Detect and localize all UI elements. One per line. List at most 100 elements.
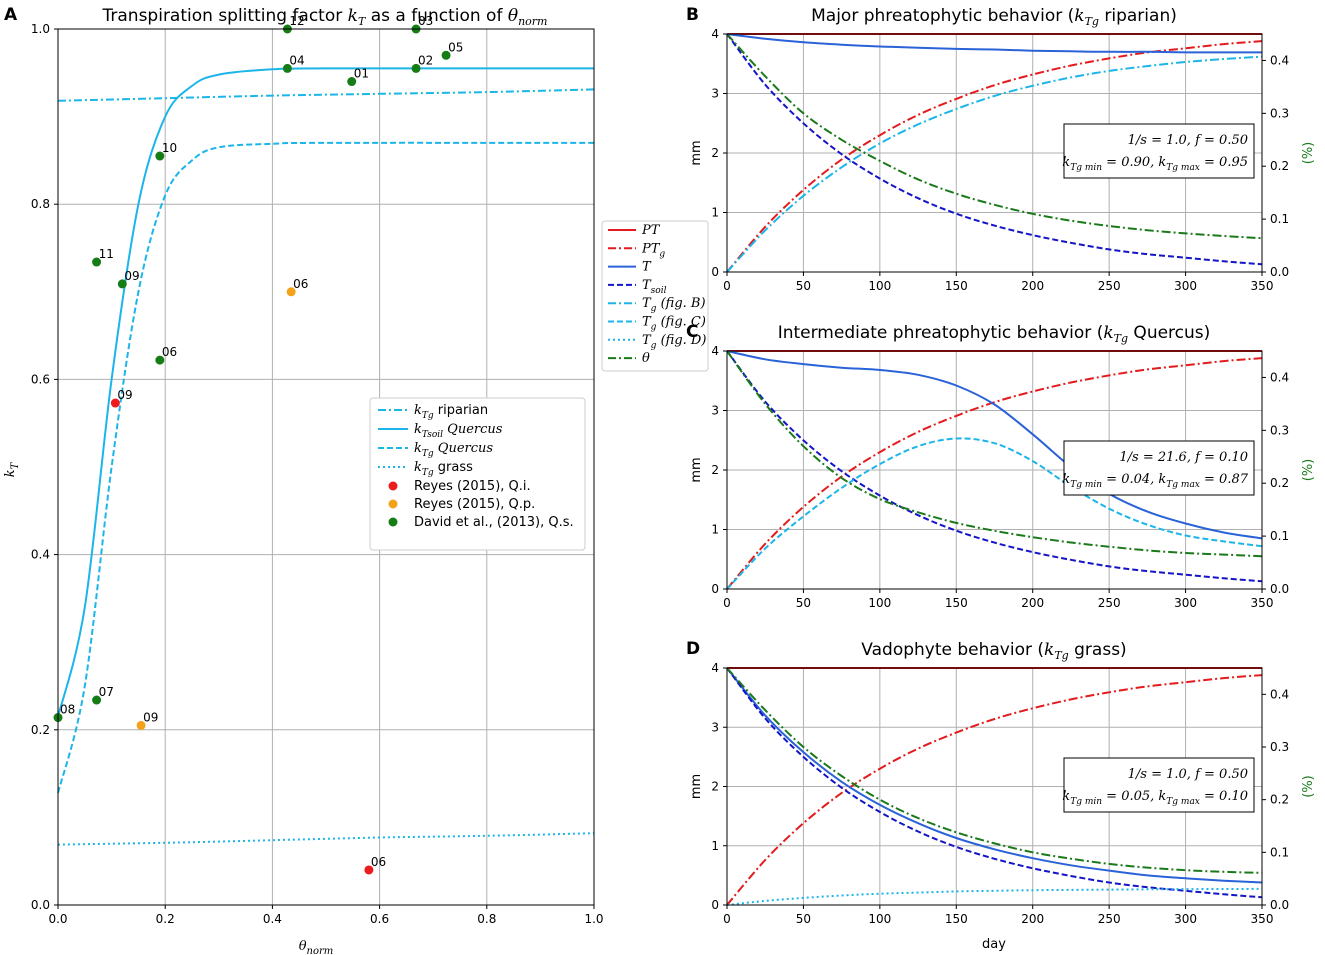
c-xtick-label: 100 — [868, 596, 891, 610]
a-point — [155, 355, 165, 365]
a-xtick-label: 1.0 — [584, 912, 603, 926]
b-ytick-label: 0 — [711, 265, 719, 279]
c-ytick-label: 4 — [711, 344, 719, 358]
d-series-t — [726, 667, 1263, 884]
panel-b-letter: B — [686, 5, 699, 25]
c-param-line2: kTg min = 0.04, kTg max = 0.87 — [1062, 472, 1248, 490]
legend-label-3: kTg grass — [414, 460, 473, 478]
d-ylabel: mm — [689, 774, 704, 799]
b-y2tick-label: 0.3 — [1270, 106, 1289, 120]
d-param-line2: kTg min = 0.05, kTg max = 0.10 — [1062, 789, 1248, 807]
b-ytick-label: 2 — [711, 146, 719, 160]
d-ytick-label: 2 — [711, 780, 719, 794]
a-point-label: 02 — [418, 53, 433, 67]
legend-marker-green — [388, 517, 398, 527]
a-point — [282, 63, 292, 73]
panel-a-points: 09 06 06 09 12 03 05 04 02 01 10 11 09 06 07 08 — [53, 14, 463, 875]
a-point — [92, 695, 102, 705]
c-xtick-label: 300 — [1174, 596, 1197, 610]
legend-label-2: kTg Quercus — [414, 441, 493, 459]
d-y2tick-label: 0.1 — [1270, 845, 1289, 859]
a-ytick-label: 0.2 — [31, 723, 50, 737]
panel-b-title: Major phreatophytic behavior (kTg ripari… — [811, 6, 1177, 28]
panel-a-letter: A — [4, 5, 18, 25]
panel-a: A Transpiration splitting factor kT as a… — [3, 5, 604, 955]
d-ytick-label: 3 — [711, 720, 719, 734]
legend-label-4: Reyes (2015), Q.i. — [414, 479, 531, 494]
c-y2tick-label: 0.4 — [1270, 370, 1289, 384]
a-curve-ktsoil-quercus — [57, 67, 595, 717]
a-point — [136, 720, 146, 730]
d-xtick-label: 50 — [796, 912, 811, 926]
d-xtick-label: 350 — [1251, 912, 1274, 926]
b-xtick-label: 0 — [723, 279, 731, 293]
c-xtick-label: 50 — [796, 596, 811, 610]
b-series-ptg — [726, 40, 1263, 273]
a-xtick-label: 0.8 — [477, 912, 496, 926]
a-point-label: 09 — [143, 710, 158, 724]
d-y2tick-label: 0.0 — [1270, 898, 1289, 912]
a-curve-ktg-quercus — [57, 141, 595, 794]
d-series-θ — [726, 667, 1263, 874]
a-point-label: 08 — [60, 703, 75, 717]
c-y2tick-label: 0.3 — [1270, 423, 1289, 437]
c-xtick-label: 250 — [1098, 596, 1121, 610]
mid-legend-label: T — [642, 260, 652, 275]
a-ytick-label: 1.0 — [31, 22, 50, 36]
panel-c: C Intermediate phreatophytic behavior (k… — [686, 322, 1316, 610]
c-xtick-label: 200 — [1021, 596, 1044, 610]
c-y2tick-label: 0.0 — [1270, 582, 1289, 596]
a-point-label: 05 — [448, 40, 463, 54]
a-point-label: 04 — [289, 53, 304, 67]
panel-d-letter: D — [686, 639, 700, 659]
a-point-label: 09 — [117, 388, 132, 402]
b-y2label: (%) — [1301, 142, 1316, 165]
c-y2tick-label: 0.2 — [1270, 476, 1289, 490]
d-y2tick-label: 0.3 — [1270, 740, 1289, 754]
b-xtick-label: 150 — [945, 279, 968, 293]
a-point-label: 10 — [162, 141, 177, 155]
d-xtick-label: 200 — [1021, 912, 1044, 926]
b-ytick-label: 4 — [711, 27, 719, 41]
mid-legend-label: PTg — [641, 241, 665, 259]
b-param-line2: kTg min = 0.90, kTg max = 0.95 — [1062, 155, 1248, 173]
mid-legend-label: PT — [641, 223, 661, 238]
a-point-label: 06 — [162, 345, 177, 359]
c-series-tsoil — [726, 350, 1263, 583]
a-ytick-label: 0.6 — [31, 372, 50, 386]
panel-d-xlabel: day — [982, 937, 1006, 952]
b-series-θ — [726, 33, 1263, 240]
c-ytick-label: 3 — [711, 404, 719, 418]
c-xtick-label: 0 — [723, 596, 731, 610]
a-point-label: 06 — [371, 855, 386, 869]
d-y2tick-label: 0.2 — [1270, 793, 1289, 807]
d-series-ptg — [726, 674, 1263, 906]
b-ytick-label: 3 — [711, 87, 719, 101]
b-y2tick-label: 0.0 — [1270, 265, 1289, 279]
d-ytick-label: 1 — [711, 839, 719, 853]
d-xtick-label: 100 — [868, 912, 891, 926]
a-xtick-label: 0.2 — [156, 912, 175, 926]
b-xtick-label: 300 — [1174, 279, 1197, 293]
panel-a-xlabel: θnorm — [299, 939, 334, 955]
a-xtick-label: 0.6 — [370, 912, 389, 926]
b-param-box — [1063, 123, 1255, 179]
b-xtick-label: 250 — [1098, 279, 1121, 293]
c-param-box — [1063, 440, 1255, 496]
panel-a-curves — [57, 67, 595, 846]
a-point — [411, 63, 421, 73]
a-point-label: 01 — [354, 67, 369, 81]
b-y2tick-label: 0.4 — [1270, 53, 1289, 67]
c-y2tick-label: 0.1 — [1270, 529, 1289, 543]
b-ylabel: mm — [689, 140, 704, 165]
panel-b: B Major phreatophytic behavior (kTg ripa… — [686, 5, 1316, 293]
a-point — [364, 865, 374, 875]
d-xtick-label: 0 — [723, 912, 731, 926]
b-param-line1: 1/s = 1.0, f = 0.50 — [1128, 133, 1248, 148]
a-xtick-label: 0.0 — [48, 912, 67, 926]
a-point-label: 12 — [289, 14, 304, 28]
c-ylabel: mm — [689, 457, 704, 482]
